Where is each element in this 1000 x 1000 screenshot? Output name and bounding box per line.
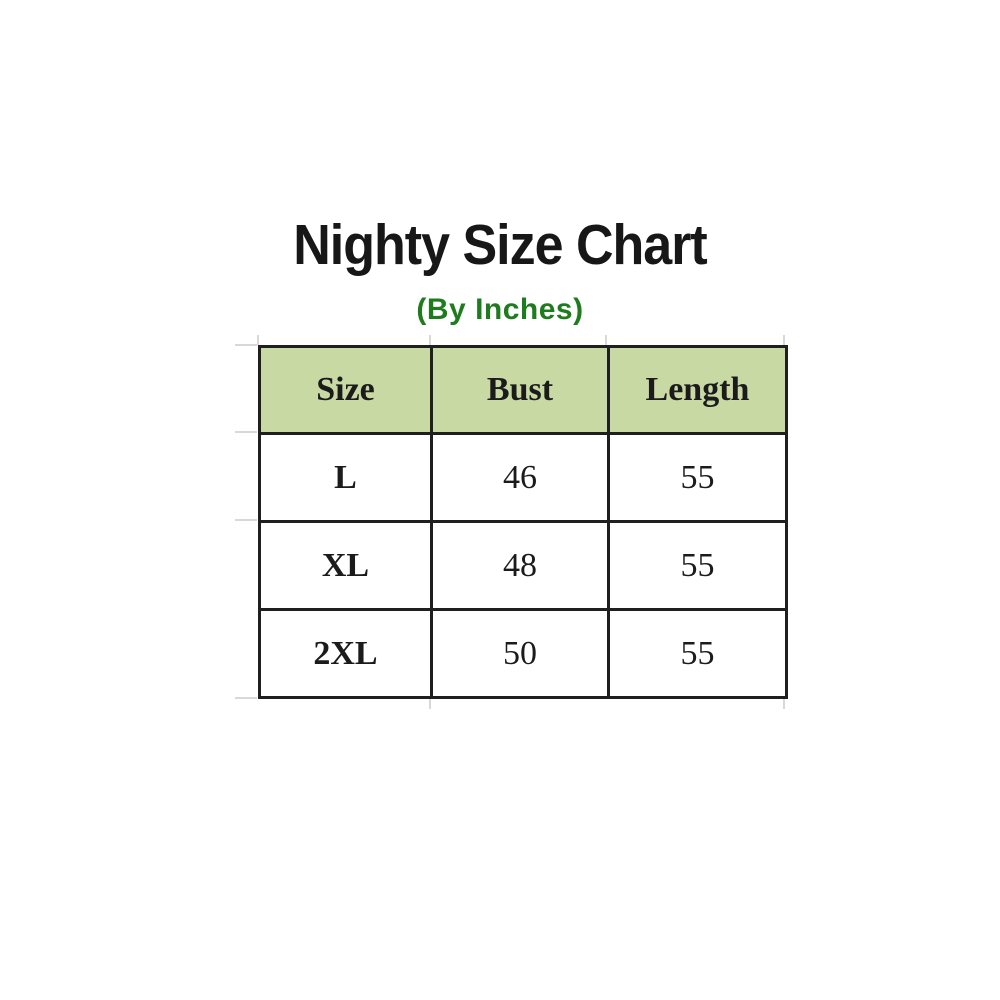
- header-row: Size Bust Length: [258, 345, 788, 435]
- page-title: Nighty Size Chart: [293, 214, 708, 277]
- size-cell: 2XL: [258, 608, 433, 699]
- gridline-stub: [605, 335, 607, 345]
- column-header-size: Size: [258, 345, 433, 435]
- column-header-length: Length: [607, 345, 788, 435]
- gridline-stub: [235, 697, 257, 699]
- gridline-stub: [257, 335, 259, 345]
- gridline-stub: [235, 431, 257, 433]
- column-header-bust: Bust: [430, 345, 610, 435]
- length-cell: 55: [607, 432, 788, 523]
- bust-cell: 46: [430, 432, 610, 523]
- size-cell: L: [258, 432, 433, 523]
- gridline-stub: [235, 344, 257, 346]
- length-cell: 55: [607, 520, 788, 611]
- gridline-stub: [235, 519, 257, 521]
- size-cell: XL: [258, 520, 433, 611]
- size-chart-table: Size Bust Length L 46 55 XL 48 55 2XL 50…: [258, 345, 788, 699]
- gridline-stub: [429, 699, 431, 709]
- units-subtitle: (By Inches): [416, 293, 584, 326]
- bust-cell: 48: [430, 520, 610, 611]
- gridline-stub: [783, 335, 785, 345]
- bust-cell: 50: [430, 608, 610, 699]
- gridline-stub: [429, 335, 431, 345]
- table-row: XL 48 55: [258, 520, 788, 611]
- gridline-stub: [783, 699, 785, 709]
- table-row: 2XL 50 55: [258, 608, 788, 699]
- length-cell: 55: [607, 608, 788, 699]
- table-row: L 46 55: [258, 432, 788, 523]
